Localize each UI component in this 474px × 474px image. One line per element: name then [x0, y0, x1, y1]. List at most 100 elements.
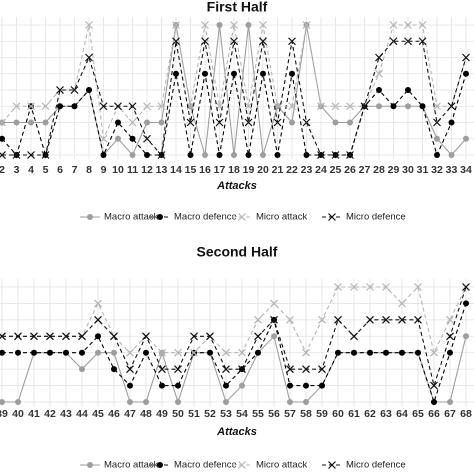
legend-label: Macro attack — [104, 212, 159, 223]
data-point — [274, 152, 281, 158]
data-point — [111, 366, 117, 373]
data-point — [447, 349, 453, 356]
data-point — [114, 102, 122, 111]
data-point — [144, 119, 150, 126]
data-point — [447, 102, 456, 111]
x-tick-label: 52 — [204, 408, 216, 420]
data-point — [366, 315, 374, 324]
data-point — [463, 300, 469, 307]
data-point — [158, 365, 166, 374]
x-tick-label: 59 — [316, 408, 328, 420]
data-point — [158, 348, 166, 357]
x-tick-label: 9 — [101, 164, 107, 176]
chart-title: First Half — [207, 0, 268, 15]
x-tick-label: 56 — [268, 408, 280, 420]
data-point — [288, 102, 296, 111]
data-point — [57, 103, 63, 110]
x-tick-label: 24 — [315, 164, 327, 176]
series — [0, 70, 469, 158]
data-point — [303, 399, 309, 405]
data-point — [238, 365, 246, 374]
x-tick-label: 42 — [44, 408, 56, 420]
x-tick-label: 41 — [28, 408, 40, 420]
data-point — [128, 118, 137, 127]
x-tick-label: 51 — [188, 408, 200, 420]
x-tick-label: 43 — [60, 408, 72, 420]
data-point — [287, 399, 293, 405]
data-point — [85, 21, 93, 29]
data-point — [245, 22, 252, 28]
data-point — [390, 103, 397, 110]
x-axis-label: Attacks — [216, 426, 257, 438]
x-tick-label: 47 — [124, 408, 136, 420]
x-tick-label: 27 — [359, 164, 371, 176]
data-point — [41, 102, 50, 111]
x-tick-label: 34 — [460, 164, 472, 176]
data-point — [317, 151, 325, 159]
data-point — [94, 299, 102, 308]
data-point — [405, 103, 411, 110]
data-point — [127, 382, 133, 389]
data-point — [399, 349, 405, 356]
x-tick-label: 46 — [108, 408, 120, 420]
x-tick-label: 22 — [286, 164, 298, 176]
data-point — [418, 21, 427, 29]
data-point — [143, 399, 149, 405]
x-tick-label: 44 — [76, 408, 88, 420]
data-point — [389, 21, 398, 29]
data-point — [0, 332, 6, 341]
data-point — [383, 349, 389, 356]
data-point — [202, 152, 208, 158]
data-point — [302, 21, 311, 29]
chart-title: Second Half — [197, 244, 278, 260]
x-tick-label: 33 — [446, 164, 458, 176]
data-point — [375, 69, 383, 78]
x-tick-label: 6 — [57, 164, 63, 176]
x-tick-label: 32 — [431, 164, 443, 176]
data-point — [398, 299, 406, 308]
data-point — [63, 349, 69, 356]
data-point — [111, 349, 117, 356]
data-point — [317, 102, 325, 111]
data-point — [382, 283, 390, 291]
data-point — [56, 86, 64, 94]
data-point — [31, 349, 37, 356]
data-point — [433, 102, 441, 111]
data-point — [157, 102, 166, 111]
data-point — [414, 315, 422, 324]
data-point — [418, 37, 427, 46]
legend-marker — [238, 213, 246, 221]
legend-label: Micro defence — [346, 460, 406, 471]
x-tick-label: 65 — [412, 408, 424, 420]
data-point — [216, 152, 223, 158]
data-point — [350, 283, 358, 291]
data-point — [128, 102, 137, 111]
data-point — [270, 299, 278, 308]
x-tick-label: 8 — [86, 164, 92, 176]
data-point — [335, 349, 341, 356]
data-point — [463, 135, 469, 142]
data-point — [126, 348, 134, 357]
data-point — [186, 118, 195, 127]
data-point — [303, 382, 309, 389]
x-tick-label: 29 — [388, 164, 400, 176]
legend-marker — [87, 214, 93, 220]
x-tick-label: 60 — [332, 408, 344, 420]
data-point — [190, 348, 198, 357]
data-point — [223, 382, 229, 389]
x-tick-label: 48 — [140, 408, 152, 420]
data-point — [115, 119, 121, 126]
x-tick-label: 15 — [185, 164, 197, 176]
data-point — [223, 399, 229, 405]
data-point — [430, 348, 438, 357]
x-tick-label: 64 — [396, 408, 408, 420]
x-tick-label: 28 — [373, 164, 385, 176]
data-point — [230, 21, 238, 29]
data-point — [222, 365, 230, 374]
x-tick-label: 58 — [300, 408, 312, 420]
data-point — [346, 151, 354, 159]
x-tick-label: 30 — [402, 164, 414, 176]
data-point — [244, 102, 253, 111]
x-tick-label: 5 — [43, 164, 49, 176]
